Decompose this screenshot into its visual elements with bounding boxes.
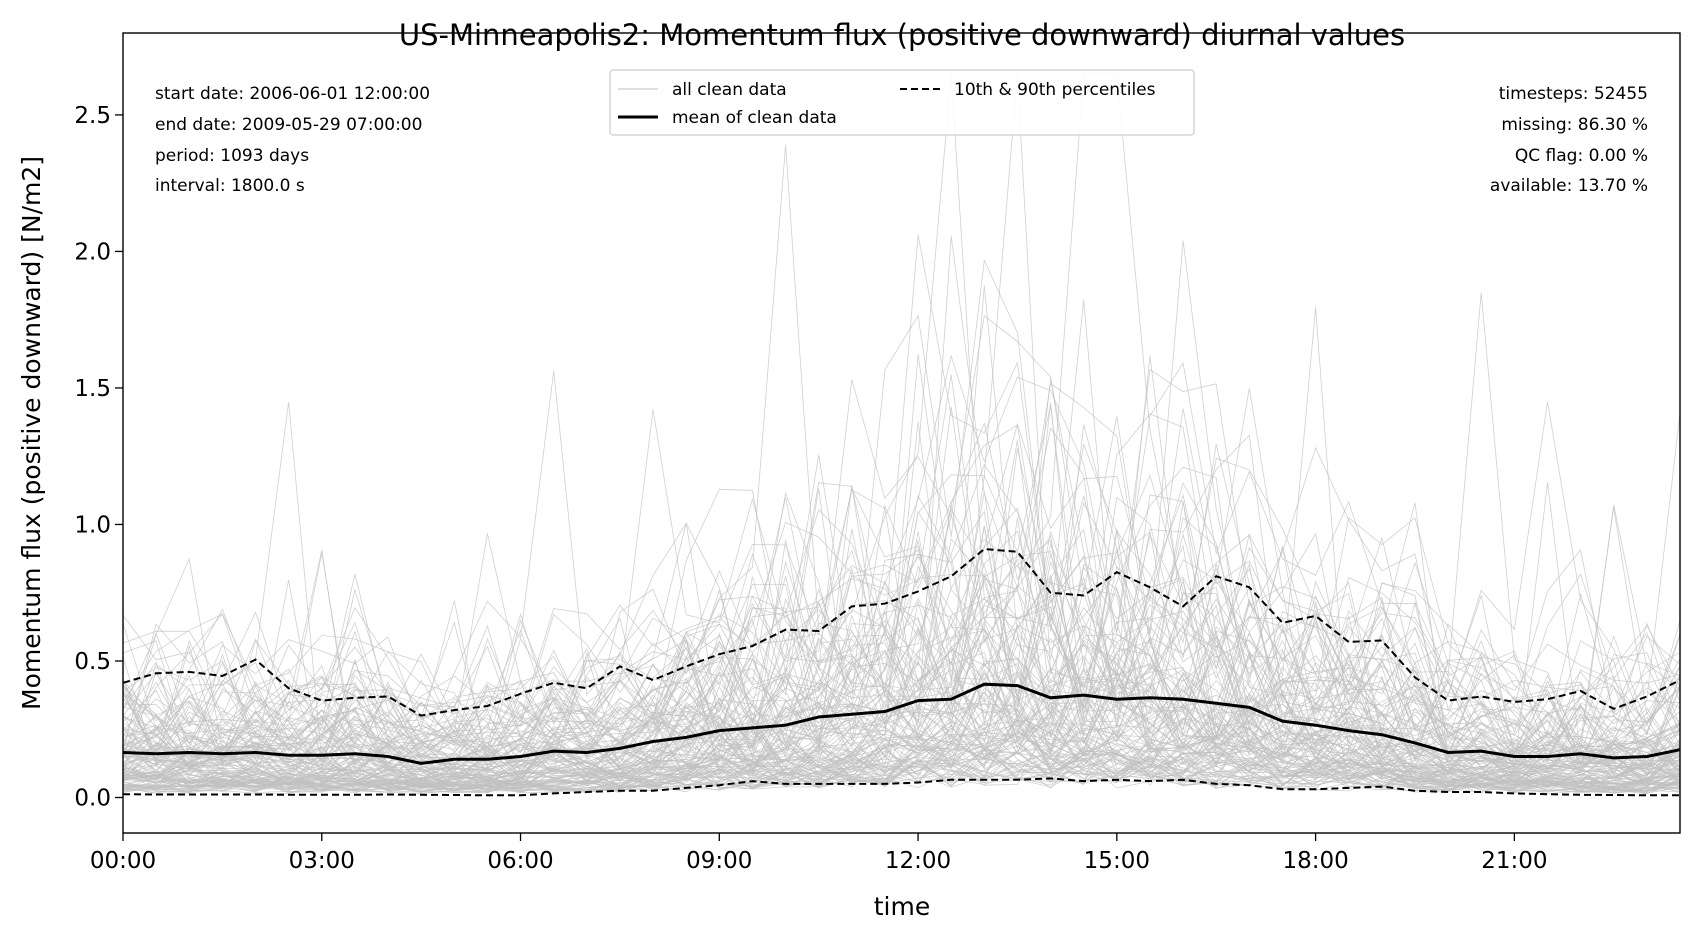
clean-data-trace xyxy=(122,651,1681,792)
info-qc-flag: QC flag: 0.00 % xyxy=(1515,146,1648,166)
clean-data-trace xyxy=(122,639,1681,782)
clean-data-trace xyxy=(122,656,1681,794)
clean-data-trace xyxy=(122,741,1681,793)
clean-data-trace xyxy=(122,355,1681,776)
clean-data-trace xyxy=(122,440,1681,784)
clean-data-trace xyxy=(122,616,1681,778)
clean-data-trace xyxy=(122,315,1681,744)
x-tick-label: 21:00 xyxy=(1481,848,1547,874)
x-tick-label: 12:00 xyxy=(885,848,951,874)
x-axis-label: time xyxy=(874,892,930,921)
legend-label-pct: 10th & 90th percentiles xyxy=(954,80,1156,100)
clean-data-trace xyxy=(122,675,1681,788)
percentile-lines xyxy=(122,547,1681,797)
clean-data-trace xyxy=(122,585,1681,776)
clean-data-trace xyxy=(122,756,1681,794)
clean-data-trace xyxy=(122,307,1681,763)
clean-data-trace xyxy=(122,234,1681,757)
mean-line-group xyxy=(122,682,1681,765)
x-tick-label: 03:00 xyxy=(289,848,355,874)
chart-title: US-Minneapolis2: Momentum flux (positive… xyxy=(399,18,1405,52)
clean-data-trace xyxy=(122,488,1681,772)
y-tick-label: 1.0 xyxy=(74,512,111,538)
x-tick-label: 15:00 xyxy=(1084,848,1150,874)
clean-data-trace xyxy=(122,374,1681,771)
clean-data-trace xyxy=(122,670,1681,787)
clean-data-trace xyxy=(122,427,1681,767)
x-tick-label: 06:00 xyxy=(487,848,553,874)
mean-line xyxy=(122,682,1681,765)
percentile-10-line xyxy=(122,777,1680,797)
clean-data-trace xyxy=(122,507,1681,767)
info-timesteps: timesteps: 52455 xyxy=(1499,84,1648,104)
clean-data-trace xyxy=(122,711,1681,790)
legend-label-mean: mean of clean data xyxy=(672,108,837,128)
clean-data-trace xyxy=(122,424,1681,756)
y-tick-label: 1.5 xyxy=(74,376,111,402)
percentile-90-line xyxy=(122,547,1681,717)
clean-data-trace xyxy=(122,422,1681,765)
info-left: start date: 2006-06-01 12:00:00 end date… xyxy=(155,84,430,196)
clean-data-trace xyxy=(122,669,1681,787)
y-tick-label: 2.0 xyxy=(74,239,111,265)
clean-data-trace xyxy=(122,727,1681,793)
info-right: timesteps: 52455 missing: 86.30 % QC fla… xyxy=(1490,84,1648,196)
clean-data-trace xyxy=(122,409,1681,770)
info-available: available: 13.70 % xyxy=(1490,176,1648,196)
all-clean-data-lines xyxy=(122,73,1681,795)
info-missing: missing: 86.30 % xyxy=(1501,115,1648,135)
clean-data-trace xyxy=(122,448,1681,770)
clean-data-trace xyxy=(122,73,1681,757)
clean-data-trace xyxy=(122,753,1681,794)
x-tick-label: 00:00 xyxy=(90,848,156,874)
clean-data-trace xyxy=(122,639,1681,784)
clean-data-trace xyxy=(122,402,1681,763)
legend: all clean data mean of clean data 10th &… xyxy=(609,69,1195,136)
info-end-date: end date: 2009-05-29 07:00:00 xyxy=(155,115,422,135)
clean-data-trace xyxy=(122,659,1681,783)
clean-data-trace xyxy=(122,73,1681,752)
clean-data-trace xyxy=(122,236,1681,769)
clean-data-trace xyxy=(122,494,1681,768)
legend-box xyxy=(609,69,1195,136)
clean-data-trace xyxy=(122,712,1681,790)
x-tick-label: 09:00 xyxy=(686,848,752,874)
info-period: period: 1093 days xyxy=(155,146,309,166)
info-interval: interval: 1800.0 s xyxy=(155,176,305,196)
y-axis-label: Momentum flux (positive downward) [N/m2] xyxy=(17,156,46,710)
clean-data-trace xyxy=(122,258,1681,749)
clean-data-trace xyxy=(122,624,1681,776)
clean-data-trace xyxy=(122,285,1681,781)
y-tick-label: 0.0 xyxy=(74,786,111,812)
y-tick-label: 2.5 xyxy=(74,103,111,129)
x-axis-ticks: 00:00 03:00 06:00 09:00 12:00 15:00 18:00 21:00 xyxy=(90,833,1548,874)
clean-data-trace xyxy=(122,615,1681,784)
clean-data-trace xyxy=(122,718,1681,791)
legend-label-all: all clean data xyxy=(672,80,787,100)
plot-frame xyxy=(122,32,1681,834)
x-tick-label: 18:00 xyxy=(1282,848,1348,874)
y-tick-label: 0.5 xyxy=(74,649,111,675)
clean-data-trace xyxy=(122,747,1681,793)
info-start-date: start date: 2006-06-01 12:00:00 xyxy=(155,84,430,104)
clean-data-trace xyxy=(122,681,1681,788)
y-axis-ticks: 0.0 0.5 1.0 1.5 2.0 2.5 xyxy=(74,103,123,812)
